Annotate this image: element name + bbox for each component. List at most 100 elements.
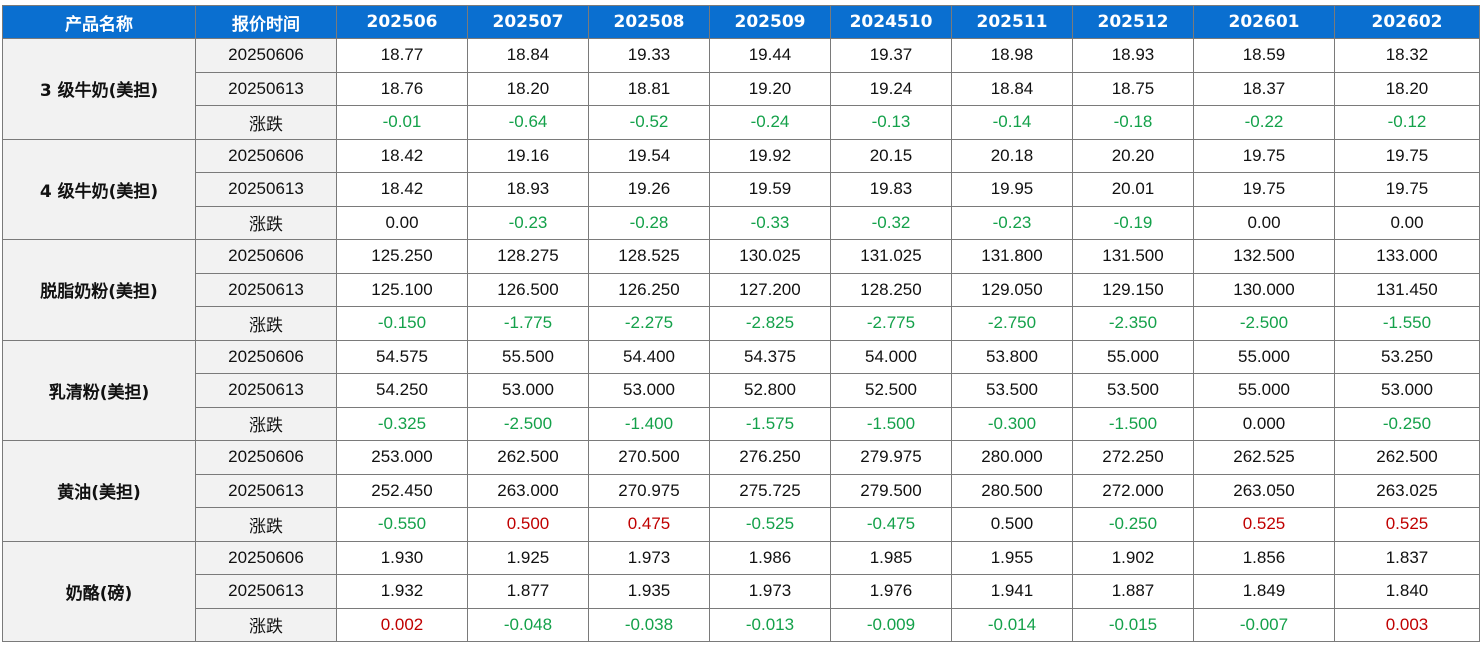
price-cell: 54.400 xyxy=(588,339,710,374)
price-cell: 18.59 xyxy=(1193,38,1335,73)
change-label-cell: 涨跌 xyxy=(195,607,337,642)
price-cell: 1.925 xyxy=(467,540,589,575)
table-row: 涨跌 -0.01 -0.64 -0.52 -0.24 -0.13 -0.14 -0.18 -0.… xyxy=(3,105,1480,140)
price-cell: 275.725 xyxy=(709,473,831,508)
change-value-cell: -2.275 xyxy=(588,306,710,341)
price-cell: 20.20 xyxy=(1072,138,1194,173)
change-value-cell: 0.00 xyxy=(1334,205,1480,240)
change-value-cell: -0.01 xyxy=(336,105,468,140)
change-value-cell: -2.775 xyxy=(830,306,952,341)
price-cell: 19.26 xyxy=(588,172,710,207)
price-cell: 263.000 xyxy=(467,473,589,508)
price-cell: 263.025 xyxy=(1334,473,1480,508)
price-cell: 18.37 xyxy=(1193,71,1335,106)
change-label-cell: 涨跌 xyxy=(195,406,337,441)
change-value-cell: 0.002 xyxy=(336,607,468,642)
change-value-cell: 0.003 xyxy=(1334,607,1480,642)
price-cell: 18.32 xyxy=(1334,38,1480,73)
change-value-cell: -0.150 xyxy=(336,306,468,341)
change-value-cell: -1.500 xyxy=(830,406,952,441)
header-month: 202602 xyxy=(1334,5,1480,39)
price-cell: 263.050 xyxy=(1193,473,1335,508)
change-value-cell: -0.013 xyxy=(709,607,831,642)
price-cell: 53.800 xyxy=(951,339,1073,374)
change-value-cell: -2.825 xyxy=(709,306,831,341)
price-cell: 55.500 xyxy=(467,339,589,374)
price-cell: 262.500 xyxy=(1334,440,1480,475)
price-cell: 19.75 xyxy=(1193,138,1335,173)
price-cell: 54.575 xyxy=(336,339,468,374)
price-cell: 53.500 xyxy=(951,373,1073,408)
table-row: 涨跌 -0.325 -2.500 -1.400 -1.575 -1.500 -0.300 -1… xyxy=(3,406,1480,441)
price-cell: 129.150 xyxy=(1072,272,1194,307)
product-name-cell: 奶酪(磅) xyxy=(2,540,196,642)
price-cell: 20.15 xyxy=(830,138,952,173)
quote-date-cell: 20250606 xyxy=(195,38,337,73)
change-value-cell: 0.00 xyxy=(336,205,468,240)
price-cell: 131.800 xyxy=(951,239,1073,274)
price-cell: 131.025 xyxy=(830,239,952,274)
table-row: 脱脂奶粉(美担) 20250606 125.250 128.275 128.525 130… xyxy=(2,239,1480,341)
change-value-cell: -0.038 xyxy=(588,607,710,642)
price-cell: 262.525 xyxy=(1193,440,1335,475)
price-cell: 1.837 xyxy=(1334,540,1480,575)
header-month: 202601 xyxy=(1193,5,1335,39)
quote-date-cell: 20250613 xyxy=(195,272,337,307)
price-cell: 53.000 xyxy=(1334,373,1480,408)
header-month: 202507 xyxy=(467,5,589,39)
price-cell: 276.250 xyxy=(709,440,831,475)
price-cell: 126.500 xyxy=(467,272,589,307)
price-cell: 19.24 xyxy=(830,71,952,106)
price-cell: 252.450 xyxy=(336,473,468,508)
price-cell: 126.250 xyxy=(588,272,710,307)
change-value-cell: -0.250 xyxy=(1334,406,1480,441)
price-cell: 19.75 xyxy=(1334,172,1480,207)
change-value-cell: -0.475 xyxy=(830,507,952,542)
price-cell: 18.84 xyxy=(951,71,1073,106)
quote-date-cell: 20250606 xyxy=(195,339,337,374)
price-cell: 125.250 xyxy=(336,239,468,274)
change-value-cell: -0.048 xyxy=(467,607,589,642)
price-cell: 18.93 xyxy=(467,172,589,207)
price-cell: 18.76 xyxy=(336,71,468,106)
quote-date-cell: 20250606 xyxy=(195,138,337,173)
price-cell: 18.98 xyxy=(951,38,1073,73)
quote-date-cell: 20250606 xyxy=(195,540,337,575)
table-row: 20250613 125.100 126.500 126.250 127.200 128.… xyxy=(3,272,1480,307)
change-value-cell: -2.350 xyxy=(1072,306,1194,341)
change-value-cell: -0.24 xyxy=(709,105,831,140)
price-cell: 18.81 xyxy=(588,71,710,106)
change-value-cell: -0.33 xyxy=(709,205,831,240)
table-row: 涨跌 0.00 -0.23 -0.28 -0.33 -0.32 -0.23 -0.19 0.00… xyxy=(3,205,1480,240)
header-month: 2024510 xyxy=(830,5,952,39)
change-value-cell: -0.014 xyxy=(951,607,1073,642)
change-value-cell: -0.22 xyxy=(1193,105,1335,140)
price-cell: 253.000 xyxy=(336,440,468,475)
price-cell: 18.20 xyxy=(467,71,589,106)
price-cell: 128.250 xyxy=(830,272,952,307)
change-value-cell: -2.750 xyxy=(951,306,1073,341)
price-cell: 280.000 xyxy=(951,440,1073,475)
futures-quote-table: 产品名称 报价时间 202506 202507 202508 202509 20… xyxy=(2,5,1480,642)
quote-date-cell: 20250613 xyxy=(195,574,337,609)
price-cell: 1.986 xyxy=(709,540,831,575)
header-month: 202512 xyxy=(1072,5,1194,39)
price-cell: 130.025 xyxy=(709,239,831,274)
change-value-cell: -0.325 xyxy=(336,406,468,441)
price-cell: 1.887 xyxy=(1072,574,1194,609)
change-value-cell: 0.00 xyxy=(1193,205,1335,240)
change-value-cell: -0.32 xyxy=(830,205,952,240)
price-cell: 54.250 xyxy=(336,373,468,408)
header-month: 202509 xyxy=(709,5,831,39)
change-value-cell: -1.775 xyxy=(467,306,589,341)
header-month: 202508 xyxy=(588,5,710,39)
price-cell: 1.955 xyxy=(951,540,1073,575)
price-cell: 129.050 xyxy=(951,272,1073,307)
change-value-cell: -1.400 xyxy=(588,406,710,441)
price-cell: 18.20 xyxy=(1334,71,1480,106)
price-cell: 53.000 xyxy=(467,373,589,408)
price-cell: 19.37 xyxy=(830,38,952,73)
price-cell: 270.500 xyxy=(588,440,710,475)
change-value-cell: -0.007 xyxy=(1193,607,1335,642)
quote-date-cell: 20250606 xyxy=(195,239,337,274)
